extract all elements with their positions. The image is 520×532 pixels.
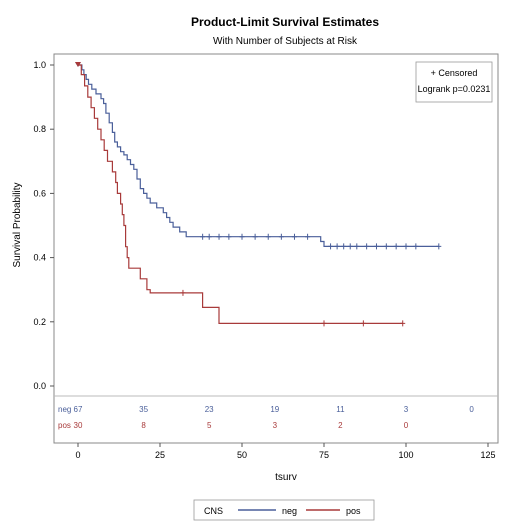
risk-count-pos: 8 [141,421,146,430]
logrank-text: Logrank p=0.0231 [418,84,491,94]
censor-mark-neg [383,243,389,250]
risk-count-neg: 35 [139,405,148,414]
series-line-neg [78,64,439,247]
risk-row-label-pos: pos [58,421,71,430]
censor-mark-neg [347,243,353,250]
x-tick-label: 75 [319,450,329,460]
y-tick-label: 0.0 [33,381,46,391]
censor-mark-neg [328,243,334,250]
series-line-pos [78,64,403,324]
censor-mark-neg [393,243,399,250]
x-tick-label: 25 [155,450,165,460]
x-axis-label: tsurv [275,472,297,483]
censor-mark-neg [413,243,419,250]
censor-mark-neg [354,243,360,250]
censor-mark-neg [364,243,370,250]
censor-mark-neg [291,233,297,240]
risk-count-pos: 2 [338,421,343,430]
inset-legend-box [415,61,493,103]
censor-mark-neg [226,233,232,240]
chart-title: Product-Limit Survival Estimates [191,15,379,29]
censor-mark-neg [252,233,258,240]
plot-frame [53,53,499,444]
risk-count-pos: 5 [207,421,212,430]
x-tick-label: 50 [237,450,247,460]
legend-entry-neg: neg [282,506,297,516]
series-start-marker-pos [75,62,81,67]
censor-mark-neg [341,243,347,250]
y-tick-label: 1.0 [33,60,46,70]
censor-mark-neg [334,243,340,250]
x-tick-label: 0 [75,450,80,460]
censor-mark-neg [216,233,222,240]
censor-mark-neg [278,233,284,240]
censor-mark-neg [436,243,442,250]
censor-mark-pos [321,320,327,327]
risk-count-neg: 0 [469,405,474,414]
risk-count-neg: 19 [270,405,279,414]
x-axis-ticks: 0 25 50 75 100 125 [75,443,496,460]
x-tick-label: 125 [480,450,495,460]
y-axis-ticks: 0.0 0.2 0.4 0.6 0.8 1.0 [33,60,54,391]
censored-legend-text: + Censored [431,68,478,78]
censor-mark-neg [403,243,409,250]
censor-mark-neg [265,233,271,240]
risk-count-neg: 23 [205,405,214,414]
censor-mark-pos [400,320,406,327]
y-tick-label: 0.8 [33,124,46,134]
risk-count-pos: 0 [404,421,409,430]
y-tick-label: 0.6 [33,188,46,198]
x-tick-label: 100 [398,450,413,460]
inset-legend: + Censored Logrank p=0.0231 [415,61,493,103]
censor-mark-pos [180,289,186,296]
risk-count-pos: 3 [273,421,278,430]
series-layer [75,62,442,327]
risk-count-neg: 11 [336,405,345,414]
y-tick-label: 0.2 [33,317,46,327]
censor-mark-neg [239,233,245,240]
risk-count-pos: 30 [74,421,83,430]
y-axis-label: Survival Probability [12,182,23,267]
bottom-legend: CNS neg pos [193,499,375,521]
chart-subtitle: With Number of Subjects at Risk [213,36,358,47]
risk-count-neg: 67 [74,405,83,414]
bottom-legend-box [193,499,375,521]
legend-title: CNS [204,506,223,516]
censor-mark-neg [305,233,311,240]
censor-mark-neg [206,233,212,240]
risk-count-neg: 3 [404,405,409,414]
y-tick-label: 0.4 [33,253,46,263]
censor-mark-neg [373,243,379,250]
legend-entry-pos: pos [346,506,361,516]
risk-row-label-neg: neg [58,405,71,414]
censor-mark-pos [360,320,366,327]
censor-mark-neg [200,233,206,240]
